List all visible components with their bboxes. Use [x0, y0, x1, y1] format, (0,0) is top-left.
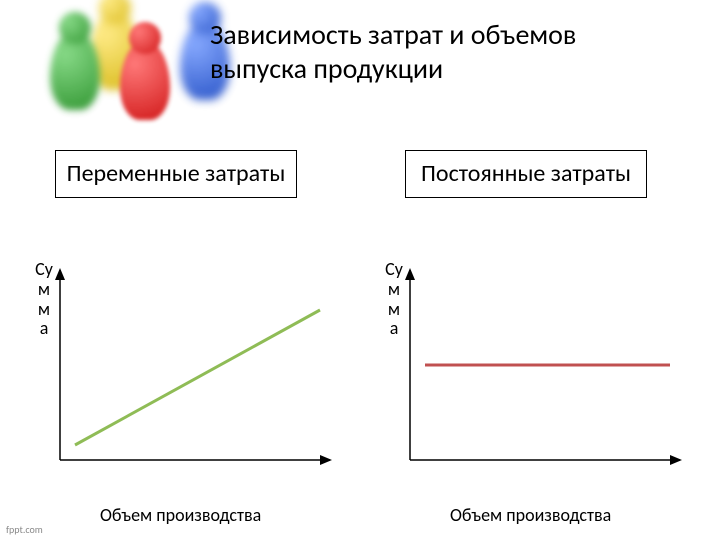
chart-right-ylabel: Су м м а	[382, 260, 406, 339]
chart-left-xlabel: Объем производства	[100, 504, 261, 526]
chart-right-xlabel: Объем производства	[450, 504, 611, 526]
pawn-red	[120, 40, 170, 120]
ylabel-line: Су м м а	[35, 258, 53, 339]
chart-left-ylabel: Су м м а	[32, 260, 56, 339]
chart-left-svg	[40, 260, 340, 490]
page-title: Зависимость затрат и объемов выпуска про…	[210, 18, 670, 85]
ylabel-line: Су м м а	[385, 258, 403, 339]
chart-variable-costs: Су м м а Объем производства	[40, 260, 340, 490]
footer-watermark: fppt.com	[6, 523, 43, 536]
box-variable-costs: Переменные затраты	[55, 150, 297, 198]
box-fixed-costs: Постоянные затраты	[405, 150, 647, 198]
chart-fixed-costs: Су м м а Объем производства	[390, 260, 690, 490]
chart-right-svg	[390, 260, 690, 490]
